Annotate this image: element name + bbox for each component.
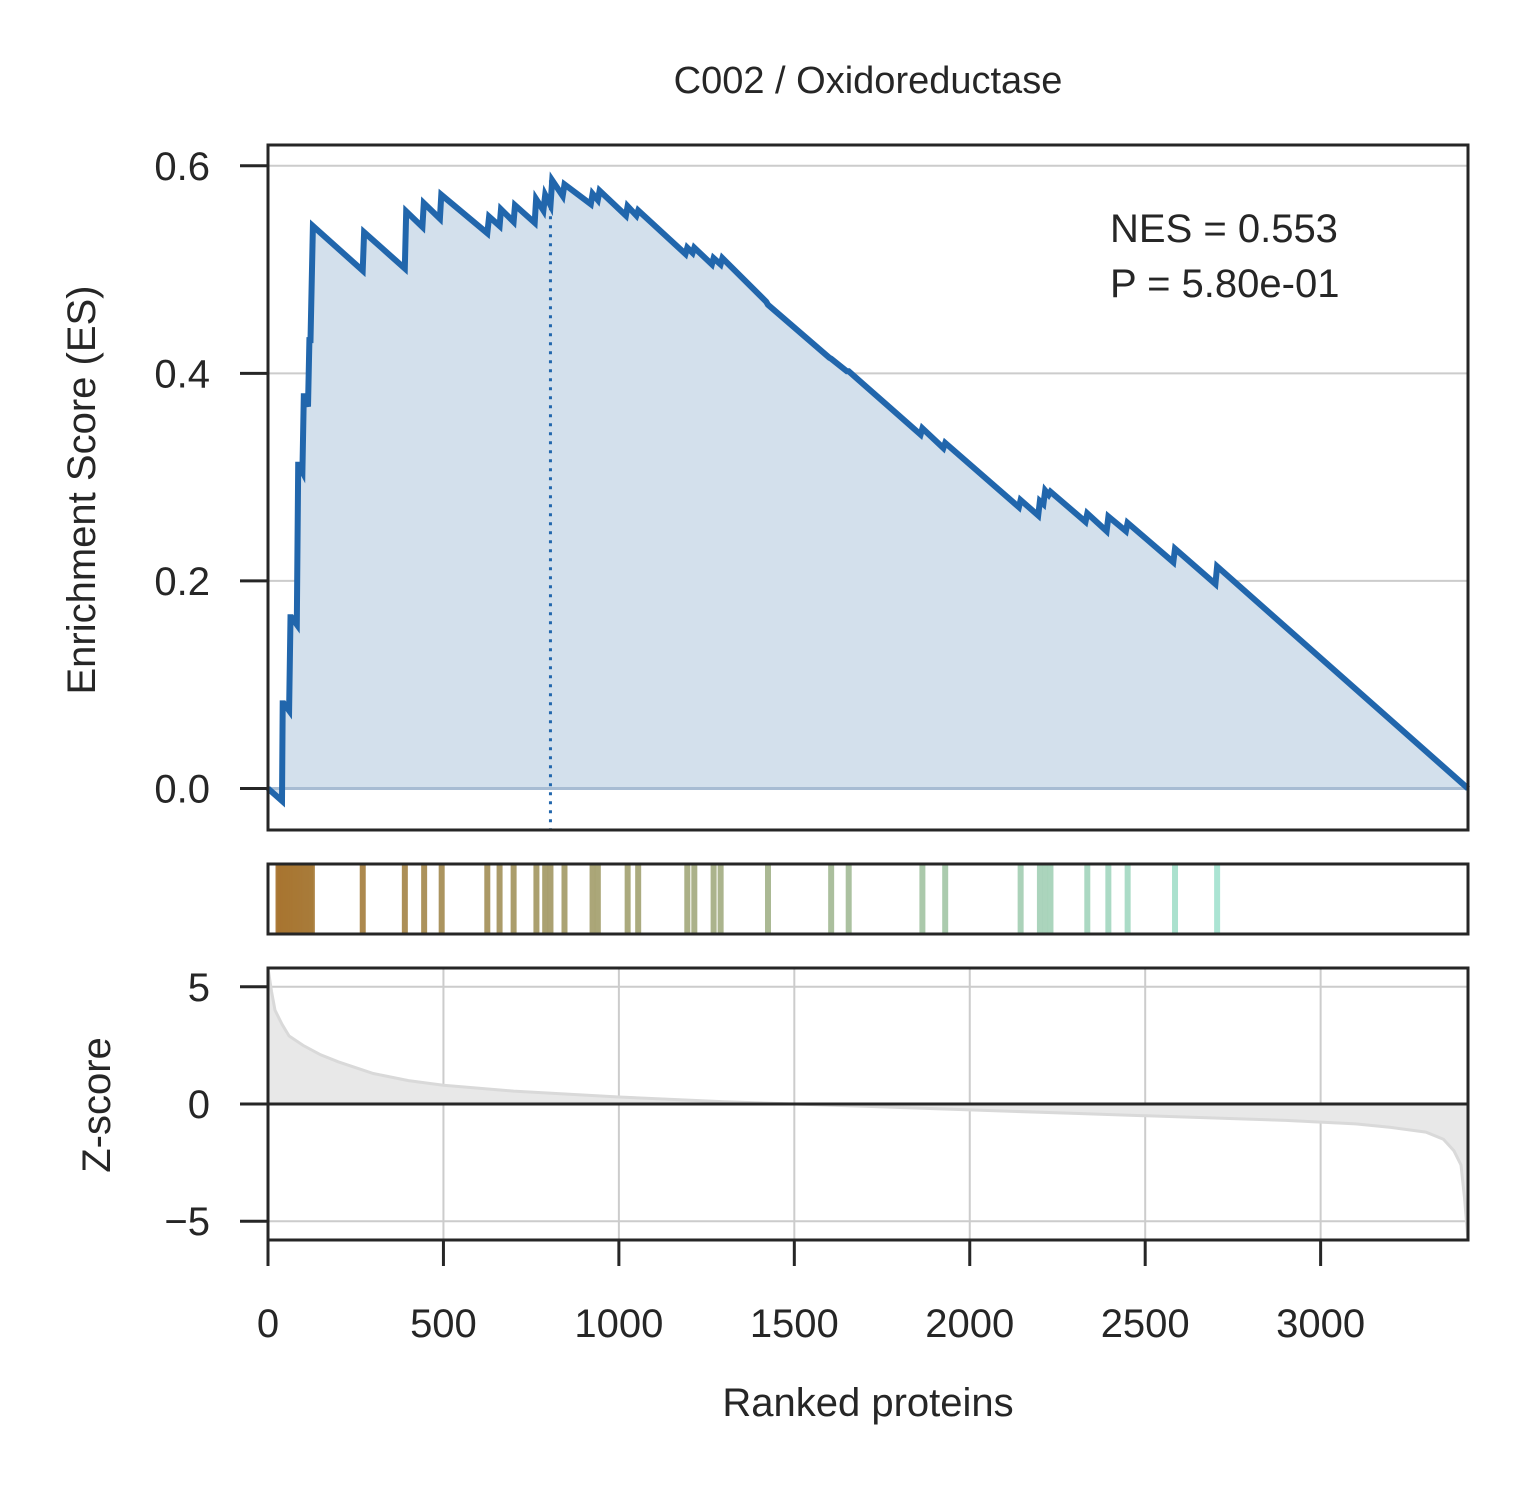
hits-frame	[266, 862, 1470, 936]
x-tick-label: 2500	[1101, 1302, 1190, 1346]
es-y-axis-label: Enrichment Score (ES)	[60, 285, 104, 694]
hit-bar	[1172, 864, 1179, 934]
hit-bar	[296, 864, 303, 934]
x-axis: 0 500 1000 1500 2000 2500 3000	[257, 1240, 1365, 1346]
hit-bar	[308, 864, 315, 934]
hit-bar	[561, 864, 568, 934]
es-y-tick-label: 0.6	[154, 145, 210, 189]
hit-bars	[275, 864, 1221, 934]
hit-bar	[635, 864, 642, 934]
x-tick-label: 2000	[925, 1302, 1014, 1346]
hit-bar	[828, 864, 835, 934]
hit-bar	[1105, 864, 1112, 934]
x-tick-label: 3000	[1276, 1302, 1365, 1346]
hit-bar	[765, 864, 771, 934]
hit-bar	[510, 864, 517, 934]
x-axis-label: Ranked proteins	[722, 1381, 1013, 1425]
hit-bar	[594, 864, 601, 934]
hits-panel	[266, 862, 1470, 936]
hit-bar	[1042, 864, 1049, 934]
pvalue-annotation: P = 5.80e-01	[1110, 262, 1339, 306]
x-tick-label: 500	[410, 1302, 477, 1346]
hit-bar	[359, 864, 366, 934]
z-y-tick-label: 0	[188, 1083, 210, 1127]
z-y-tick-label: −5	[164, 1200, 210, 1244]
x-tick-label: 0	[257, 1302, 279, 1346]
hit-bar	[421, 864, 428, 934]
chart-title: C002 / Oxidoreductase	[674, 60, 1063, 102]
hit-bar	[1017, 864, 1024, 934]
es-y-tick-label: 0.4	[154, 352, 210, 396]
es-y-tick-label: 0.2	[154, 560, 210, 604]
enrichment-panel: 0.0 0.2 0.4 0.6 Enrichment Score (ES) NES =…	[60, 143, 1470, 832]
hit-bar	[1036, 864, 1043, 934]
hit-bar	[438, 864, 445, 934]
hit-bar	[624, 864, 631, 934]
es-frame	[266, 143, 1470, 832]
hit-bar	[845, 864, 852, 934]
zscore-panel: −5 0 5 Z-score 0 500 1000 1500 2000 2500 3000 Ra…	[75, 966, 1470, 1425]
hit-bar	[533, 864, 540, 934]
hit-bar	[1047, 864, 1054, 934]
hit-bar	[589, 864, 596, 934]
hit-bar	[710, 864, 717, 934]
hit-bar	[942, 864, 949, 934]
nes-annotation: NES = 0.553	[1110, 207, 1338, 251]
hit-bar	[1124, 864, 1131, 934]
hit-bar	[691, 864, 698, 934]
es-area-fill	[268, 180, 1468, 801]
hit-bar	[401, 864, 408, 934]
hit-bar	[547, 864, 554, 934]
es-y-axis: 0.0 0.2 0.4 0.6	[154, 145, 268, 811]
x-tick-label: 1500	[750, 1302, 839, 1346]
x-tick-label: 1000	[574, 1302, 663, 1346]
hit-bar	[919, 864, 926, 934]
hit-bar	[484, 864, 491, 934]
hit-bar	[542, 864, 549, 934]
hit-bar	[717, 864, 724, 934]
es-curve	[266, 171, 1470, 808]
z-y-tick-label: 5	[188, 966, 210, 1010]
hit-bar	[496, 864, 503, 934]
hit-bar	[1214, 864, 1221, 934]
hit-bar	[1084, 864, 1091, 934]
z-y-axis-label: Z-score	[75, 1037, 119, 1173]
z-y-axis: −5 0 5	[164, 966, 268, 1244]
hit-bar	[684, 864, 691, 934]
es-y-tick-label: 0.0	[154, 767, 210, 811]
